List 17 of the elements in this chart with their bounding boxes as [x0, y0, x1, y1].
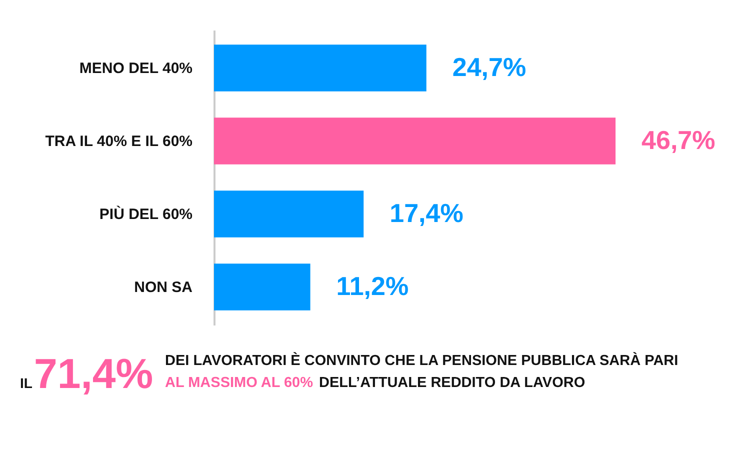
y-tick-label: PIÙ DEL 60% [99, 205, 192, 224]
data-label: 11,2% [336, 271, 409, 302]
text: IL [20, 375, 33, 391]
y-tick-label: MENO DEL 40% [79, 60, 192, 77]
text: DELL’ATTUALE REDDITO DA LAVORO [319, 375, 586, 391]
data-label: 24,7% [452, 52, 526, 82]
bar [214, 190, 364, 238]
y-tick-label: TRA IL 40% E IL 60% [45, 132, 192, 150]
text: AL MASSIMO AL 60% [165, 375, 314, 391]
bar [214, 264, 310, 310]
data-label: 17,4% [390, 198, 464, 228]
bar [214, 118, 616, 164]
data-label: 46,7% [642, 124, 716, 155]
bar [214, 44, 426, 92]
text: 71,4% [34, 350, 154, 397]
text: DEI LAVORATORI È CONVINTO CHE LA PENSIONE PUBBLICA SARÀ PARI [165, 352, 678, 369]
y-tick-label: NON SA [134, 279, 193, 296]
